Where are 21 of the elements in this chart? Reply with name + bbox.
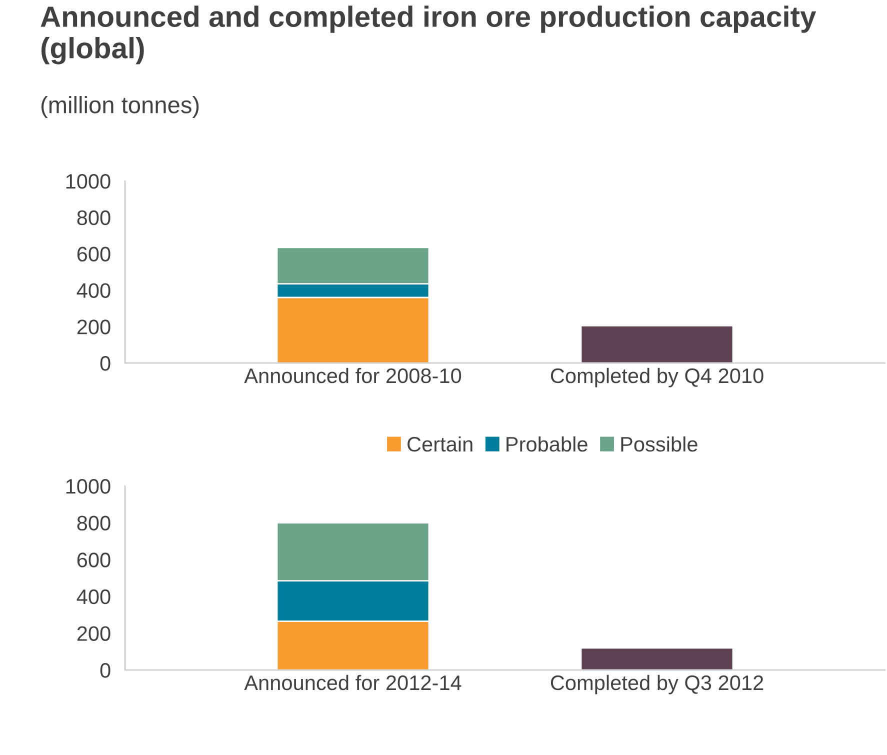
- y-tick-label: 0: [100, 663, 110, 678]
- y-tick-label: 800: [77, 516, 110, 531]
- y-tick-label: 0: [100, 356, 110, 371]
- x-tick-label: Announced for 2008-10: [244, 368, 462, 384]
- legend-label: Probable: [506, 436, 588, 452]
- y-tick-label: 400: [76, 589, 110, 604]
- y-tick-label: 400: [76, 283, 110, 298]
- x-tick-label: Completed by Q3 2012: [550, 674, 764, 694]
- y-tick-label: 600: [77, 552, 110, 568]
- x-tick-label: Completed by Q4 2010: [550, 368, 764, 388]
- y-tick-label: 200: [77, 626, 110, 641]
- chart-subtitle: (million tonnes): [41, 96, 199, 118]
- legend-label: Certain: [408, 436, 472, 452]
- y-tick-label: 200: [77, 320, 110, 334]
- x-tick-label: Announced for 2012-14: [244, 674, 462, 690]
- y-tick-label: 800: [77, 210, 110, 226]
- legend-label: Possible: [621, 436, 698, 452]
- chart-title: Announced and completed iron ore production capacity (global): [40, 6, 816, 64]
- y-tick-label: 1000: [66, 174, 110, 189]
- y-tick-label: 600: [77, 246, 110, 262]
- y-tick-label: 1000: [66, 479, 110, 494]
